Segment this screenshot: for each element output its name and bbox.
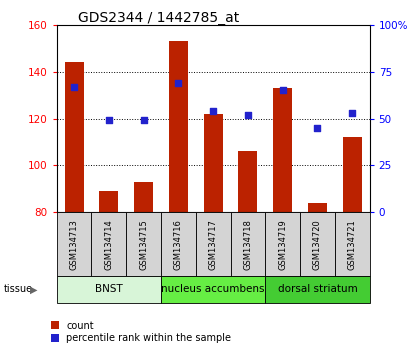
Point <box>314 125 321 131</box>
Bar <box>273 88 292 212</box>
Text: dorsal striatum: dorsal striatum <box>278 284 357 295</box>
Point <box>105 118 112 123</box>
Text: tissue: tissue <box>4 284 33 295</box>
Bar <box>57 212 92 276</box>
Bar <box>239 152 257 212</box>
Text: GSM134714: GSM134714 <box>104 219 113 270</box>
Text: GSM134718: GSM134718 <box>244 219 252 270</box>
Bar <box>265 276 370 303</box>
Point <box>244 112 251 118</box>
Text: ▶: ▶ <box>30 284 38 295</box>
Text: GSM134721: GSM134721 <box>348 219 357 270</box>
Text: GDS2344 / 1442785_at: GDS2344 / 1442785_at <box>78 11 239 25</box>
Legend: count, percentile rank within the sample: count, percentile rank within the sample <box>47 317 235 347</box>
Bar <box>57 276 161 303</box>
Bar <box>204 114 223 212</box>
Bar <box>300 212 335 276</box>
Text: GSM134717: GSM134717 <box>209 219 218 270</box>
Bar <box>126 212 161 276</box>
Point <box>210 108 217 114</box>
Bar <box>161 276 265 303</box>
Point <box>349 110 356 116</box>
Bar <box>231 212 265 276</box>
Point <box>140 118 147 123</box>
Bar <box>196 212 231 276</box>
Bar <box>343 137 362 212</box>
Bar <box>335 212 370 276</box>
Bar <box>169 41 188 212</box>
Bar <box>65 62 84 212</box>
Bar <box>161 212 196 276</box>
Text: nucleus accumbens: nucleus accumbens <box>161 284 265 295</box>
Text: GSM134719: GSM134719 <box>278 219 287 270</box>
Bar <box>134 182 153 212</box>
Text: GSM134716: GSM134716 <box>174 219 183 270</box>
Text: GSM134715: GSM134715 <box>139 219 148 270</box>
Bar <box>308 203 327 212</box>
Bar <box>265 212 300 276</box>
Point <box>71 84 77 90</box>
Text: GSM134720: GSM134720 <box>313 219 322 270</box>
Text: GSM134713: GSM134713 <box>70 219 79 270</box>
Bar <box>99 191 118 212</box>
Text: BNST: BNST <box>95 284 123 295</box>
Bar <box>92 212 126 276</box>
Point <box>175 80 182 86</box>
Point <box>279 87 286 93</box>
